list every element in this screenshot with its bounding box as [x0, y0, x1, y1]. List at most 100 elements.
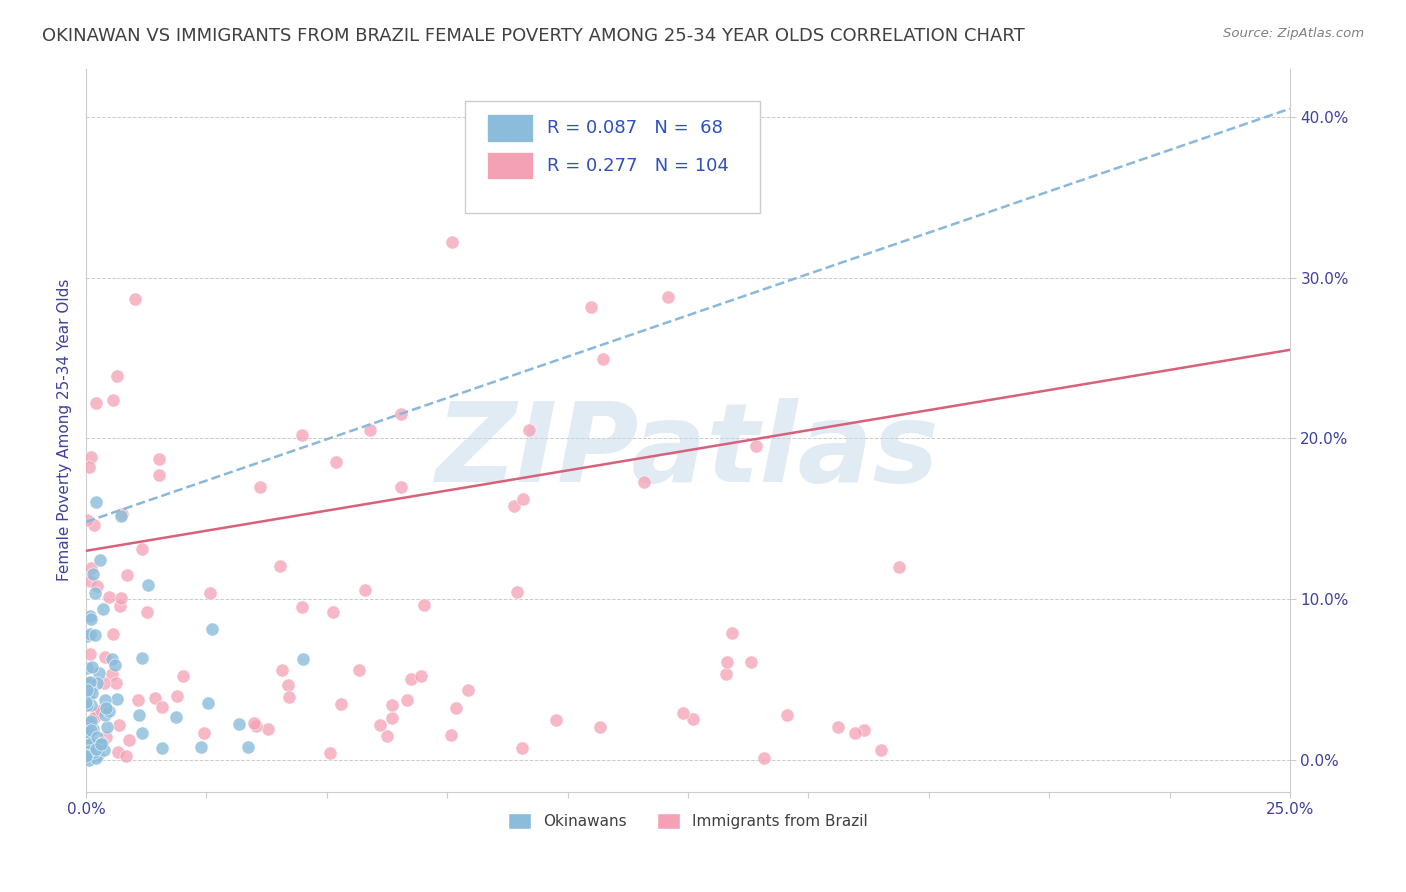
Point [172, 669, 194, 683]
FancyBboxPatch shape [465, 101, 761, 213]
Point [77, 753, 100, 767]
Point [502, 499, 524, 513]
Point [77, 714, 100, 729]
Point [136, 578, 159, 592]
Point [740, 655, 762, 669]
Point [79, 737, 101, 751]
Point [322, 605, 344, 619]
Point [347, 663, 370, 677]
Point [84, 495, 107, 509]
Point [330, 697, 353, 711]
Point [166, 689, 188, 703]
Point [291, 428, 314, 442]
Point [574, 164, 596, 178]
Point [108, 717, 131, 731]
Point [82, 749, 104, 764]
Point [721, 626, 744, 640]
Point [291, 599, 314, 614]
Point [91, 737, 114, 751]
Point [117, 568, 139, 582]
FancyBboxPatch shape [486, 152, 533, 179]
Point [94, 730, 117, 744]
Point [440, 728, 463, 742]
Point [111, 507, 134, 521]
Point [84, 737, 107, 751]
Point [101, 666, 124, 681]
Point [889, 560, 911, 574]
Point [110, 508, 132, 523]
Point [77, 689, 100, 703]
Point [110, 591, 132, 605]
Point [83, 746, 105, 760]
Point [86, 730, 108, 744]
Legend: Okinawans, Immigrants from Brazil: Okinawans, Immigrants from Brazil [502, 806, 875, 835]
Point [852, 723, 875, 738]
Point [89, 553, 111, 567]
Point [101, 652, 124, 666]
Point [325, 455, 347, 469]
Point [354, 583, 377, 598]
Point [592, 351, 614, 366]
Point [197, 696, 219, 710]
Point [117, 732, 139, 747]
Text: R = 0.277   N = 104: R = 0.277 N = 104 [547, 157, 730, 175]
Point [136, 605, 159, 619]
Point [277, 678, 299, 692]
Point [375, 730, 398, 744]
Point [93, 676, 115, 690]
Point [80, 450, 103, 464]
Point [198, 586, 221, 600]
Point [77, 731, 100, 745]
Point [93, 650, 115, 665]
Point [546, 713, 568, 727]
Point [238, 739, 260, 754]
Point [245, 719, 267, 733]
Point [682, 712, 704, 726]
Point [76, 682, 98, 697]
Point [444, 700, 467, 714]
Point [512, 741, 534, 756]
Point [75, 749, 97, 764]
Point [86, 579, 108, 593]
Point [84, 628, 107, 642]
Point [80, 698, 103, 713]
Point [193, 725, 215, 739]
Point [131, 725, 153, 739]
Point [381, 711, 404, 725]
Point [87, 747, 110, 762]
Point [870, 743, 893, 757]
Point [165, 709, 187, 723]
Point [440, 235, 463, 250]
Point [80, 723, 103, 737]
Point [93, 708, 115, 723]
Point [76, 513, 98, 527]
Point [389, 480, 412, 494]
Point [107, 746, 129, 760]
Point [90, 736, 112, 750]
FancyBboxPatch shape [486, 114, 533, 142]
Point [96, 700, 118, 714]
Point [776, 707, 799, 722]
Point [83, 711, 105, 725]
Point [86, 751, 108, 765]
Text: ZIPatlas: ZIPatlas [436, 399, 939, 506]
Point [589, 720, 612, 734]
Point [368, 718, 391, 732]
Point [389, 407, 412, 421]
Point [271, 663, 294, 677]
Point [657, 289, 679, 303]
Point [143, 690, 166, 705]
Point [82, 722, 104, 736]
Point [75, 695, 97, 709]
Point [93, 742, 115, 756]
Point [278, 690, 301, 705]
Point [243, 716, 266, 731]
Point [76, 629, 98, 643]
Point [744, 439, 766, 453]
Point [108, 599, 131, 614]
Y-axis label: Female Poverty Among 25-34 Year Olds: Female Poverty Among 25-34 Year Olds [58, 279, 72, 582]
Point [105, 368, 128, 383]
Point [76, 676, 98, 690]
Text: R = 0.087   N =  68: R = 0.087 N = 68 [547, 119, 723, 136]
Point [80, 686, 103, 700]
